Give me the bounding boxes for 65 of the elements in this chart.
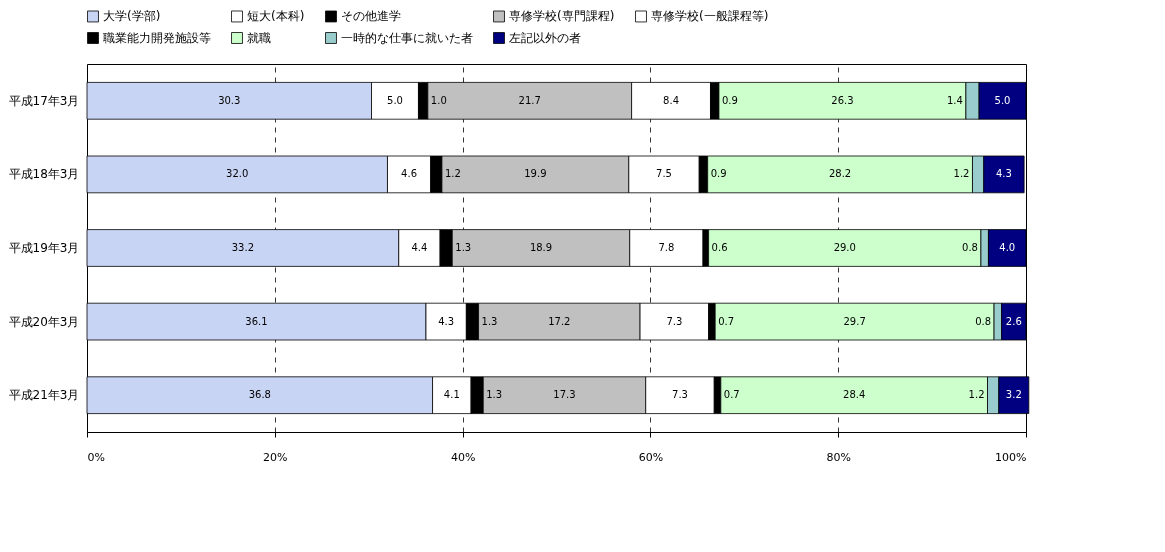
data-label: 1.4 [947, 94, 963, 106]
data-label: 5.0 [387, 94, 403, 106]
data-label: 7.8 [658, 242, 675, 253]
data-label: 4.6 [401, 168, 418, 180]
x-tick-label: 60% [638, 450, 664, 464]
data-label: 0.8 [975, 315, 992, 327]
x-tick-label: 100% [995, 450, 1027, 464]
data-label: 0.6 [711, 242, 728, 253]
legend-label: その他進学 [341, 9, 401, 24]
data-label: 17.3 [553, 389, 576, 401]
data-label: 1.2 [968, 389, 985, 401]
data-label: 1.2 [953, 168, 970, 180]
legend-label: 短大(本科) [247, 9, 305, 24]
data-label: 19.9 [524, 168, 547, 180]
y-tick-label: 平成18年3月 [8, 167, 80, 182]
legend-label: 専修学校(専門課程) [509, 9, 615, 24]
x-tick-label: 40% [450, 450, 476, 464]
data-label: 1.3 [486, 389, 503, 401]
legend-label: 就職 [247, 31, 271, 45]
data-label: 29.7 [843, 315, 866, 327]
x-tick-label: 80% [826, 450, 851, 464]
data-label: 28.2 [828, 168, 852, 180]
data-label: 1.3 [455, 242, 472, 253]
legend-label: 専修学校(一般課程等) [651, 9, 769, 24]
data-label: 32.0 [226, 168, 249, 180]
data-label: 5.0 [994, 94, 1011, 106]
legend-label: 大学(学部) [103, 9, 161, 24]
legend-label: 一時的な仕事に就いた者 [341, 31, 473, 45]
data-label: 18.9 [529, 242, 553, 253]
data-label: 2.6 [1005, 315, 1022, 327]
data-label: 1.2 [444, 168, 461, 180]
data-label: 7.5 [656, 168, 672, 180]
legend-label: 左記以外の者 [509, 31, 581, 45]
x-tick-label: 0% [87, 450, 105, 464]
data-label: 3.2 [1005, 389, 1022, 401]
data-label: 28.4 [843, 389, 866, 401]
y-tick-label: 平成17年3月 [8, 93, 80, 108]
data-label: 0.9 [710, 168, 727, 180]
y-tick-label: 平成20年3月 [8, 314, 80, 329]
x-tick-label: 20% [263, 450, 288, 464]
data-label: 36.8 [248, 389, 271, 401]
data-label: 26.3 [831, 94, 854, 106]
legend-label: 職業能力開発施設等 [103, 31, 211, 45]
data-label: 4.3 [995, 168, 1012, 180]
data-label: 29.0 [833, 242, 856, 253]
data-label: 7.3 [672, 389, 688, 401]
data-label: 4.4 [411, 242, 428, 253]
data-label: 0.7 [723, 389, 740, 401]
data-label: 0.7 [718, 315, 735, 327]
data-label: 17.2 [548, 315, 571, 327]
data-label: 1.0 [430, 94, 447, 106]
data-label: 30.3 [218, 94, 241, 106]
data-label: 4.0 [999, 242, 1016, 253]
data-label: 0.9 [721, 94, 738, 106]
y-tick-label: 平成21年3月 [8, 388, 80, 403]
data-label: 0.8 [962, 242, 978, 253]
data-label: 4.1 [443, 389, 460, 401]
data-label: 4.3 [438, 315, 455, 327]
data-label: 33.2 [231, 242, 255, 253]
data-label: 7.3 [666, 315, 683, 327]
data-label: 1.3 [481, 315, 498, 327]
data-label: 8.4 [663, 94, 680, 106]
data-label: 36.1 [245, 315, 268, 327]
data-label: 21.7 [518, 94, 541, 106]
y-tick-label: 平成19年3月 [8, 241, 80, 255]
